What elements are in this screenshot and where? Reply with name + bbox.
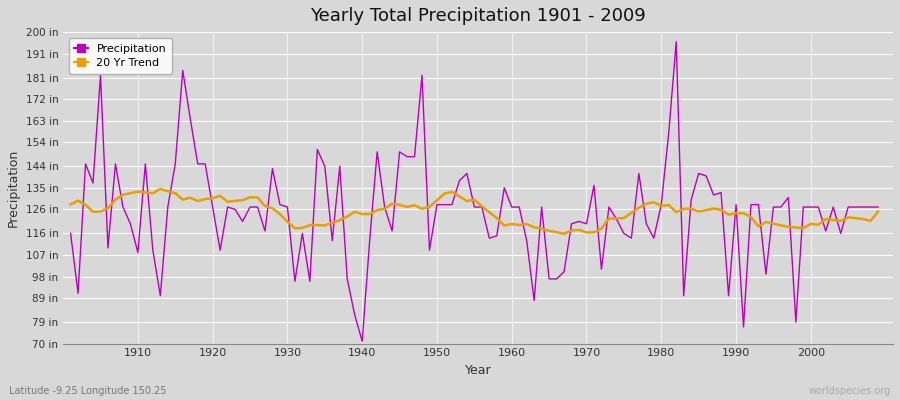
Title: Yearly Total Precipitation 1901 - 2009: Yearly Total Precipitation 1901 - 2009 bbox=[310, 7, 646, 25]
Text: worldspecies.org: worldspecies.org bbox=[809, 386, 891, 396]
X-axis label: Year: Year bbox=[464, 364, 491, 377]
Text: Latitude -9.25 Longitude 150.25: Latitude -9.25 Longitude 150.25 bbox=[9, 386, 166, 396]
Y-axis label: Precipitation: Precipitation bbox=[7, 149, 20, 227]
Legend: Precipitation, 20 Yr Trend: Precipitation, 20 Yr Trend bbox=[68, 38, 172, 74]
